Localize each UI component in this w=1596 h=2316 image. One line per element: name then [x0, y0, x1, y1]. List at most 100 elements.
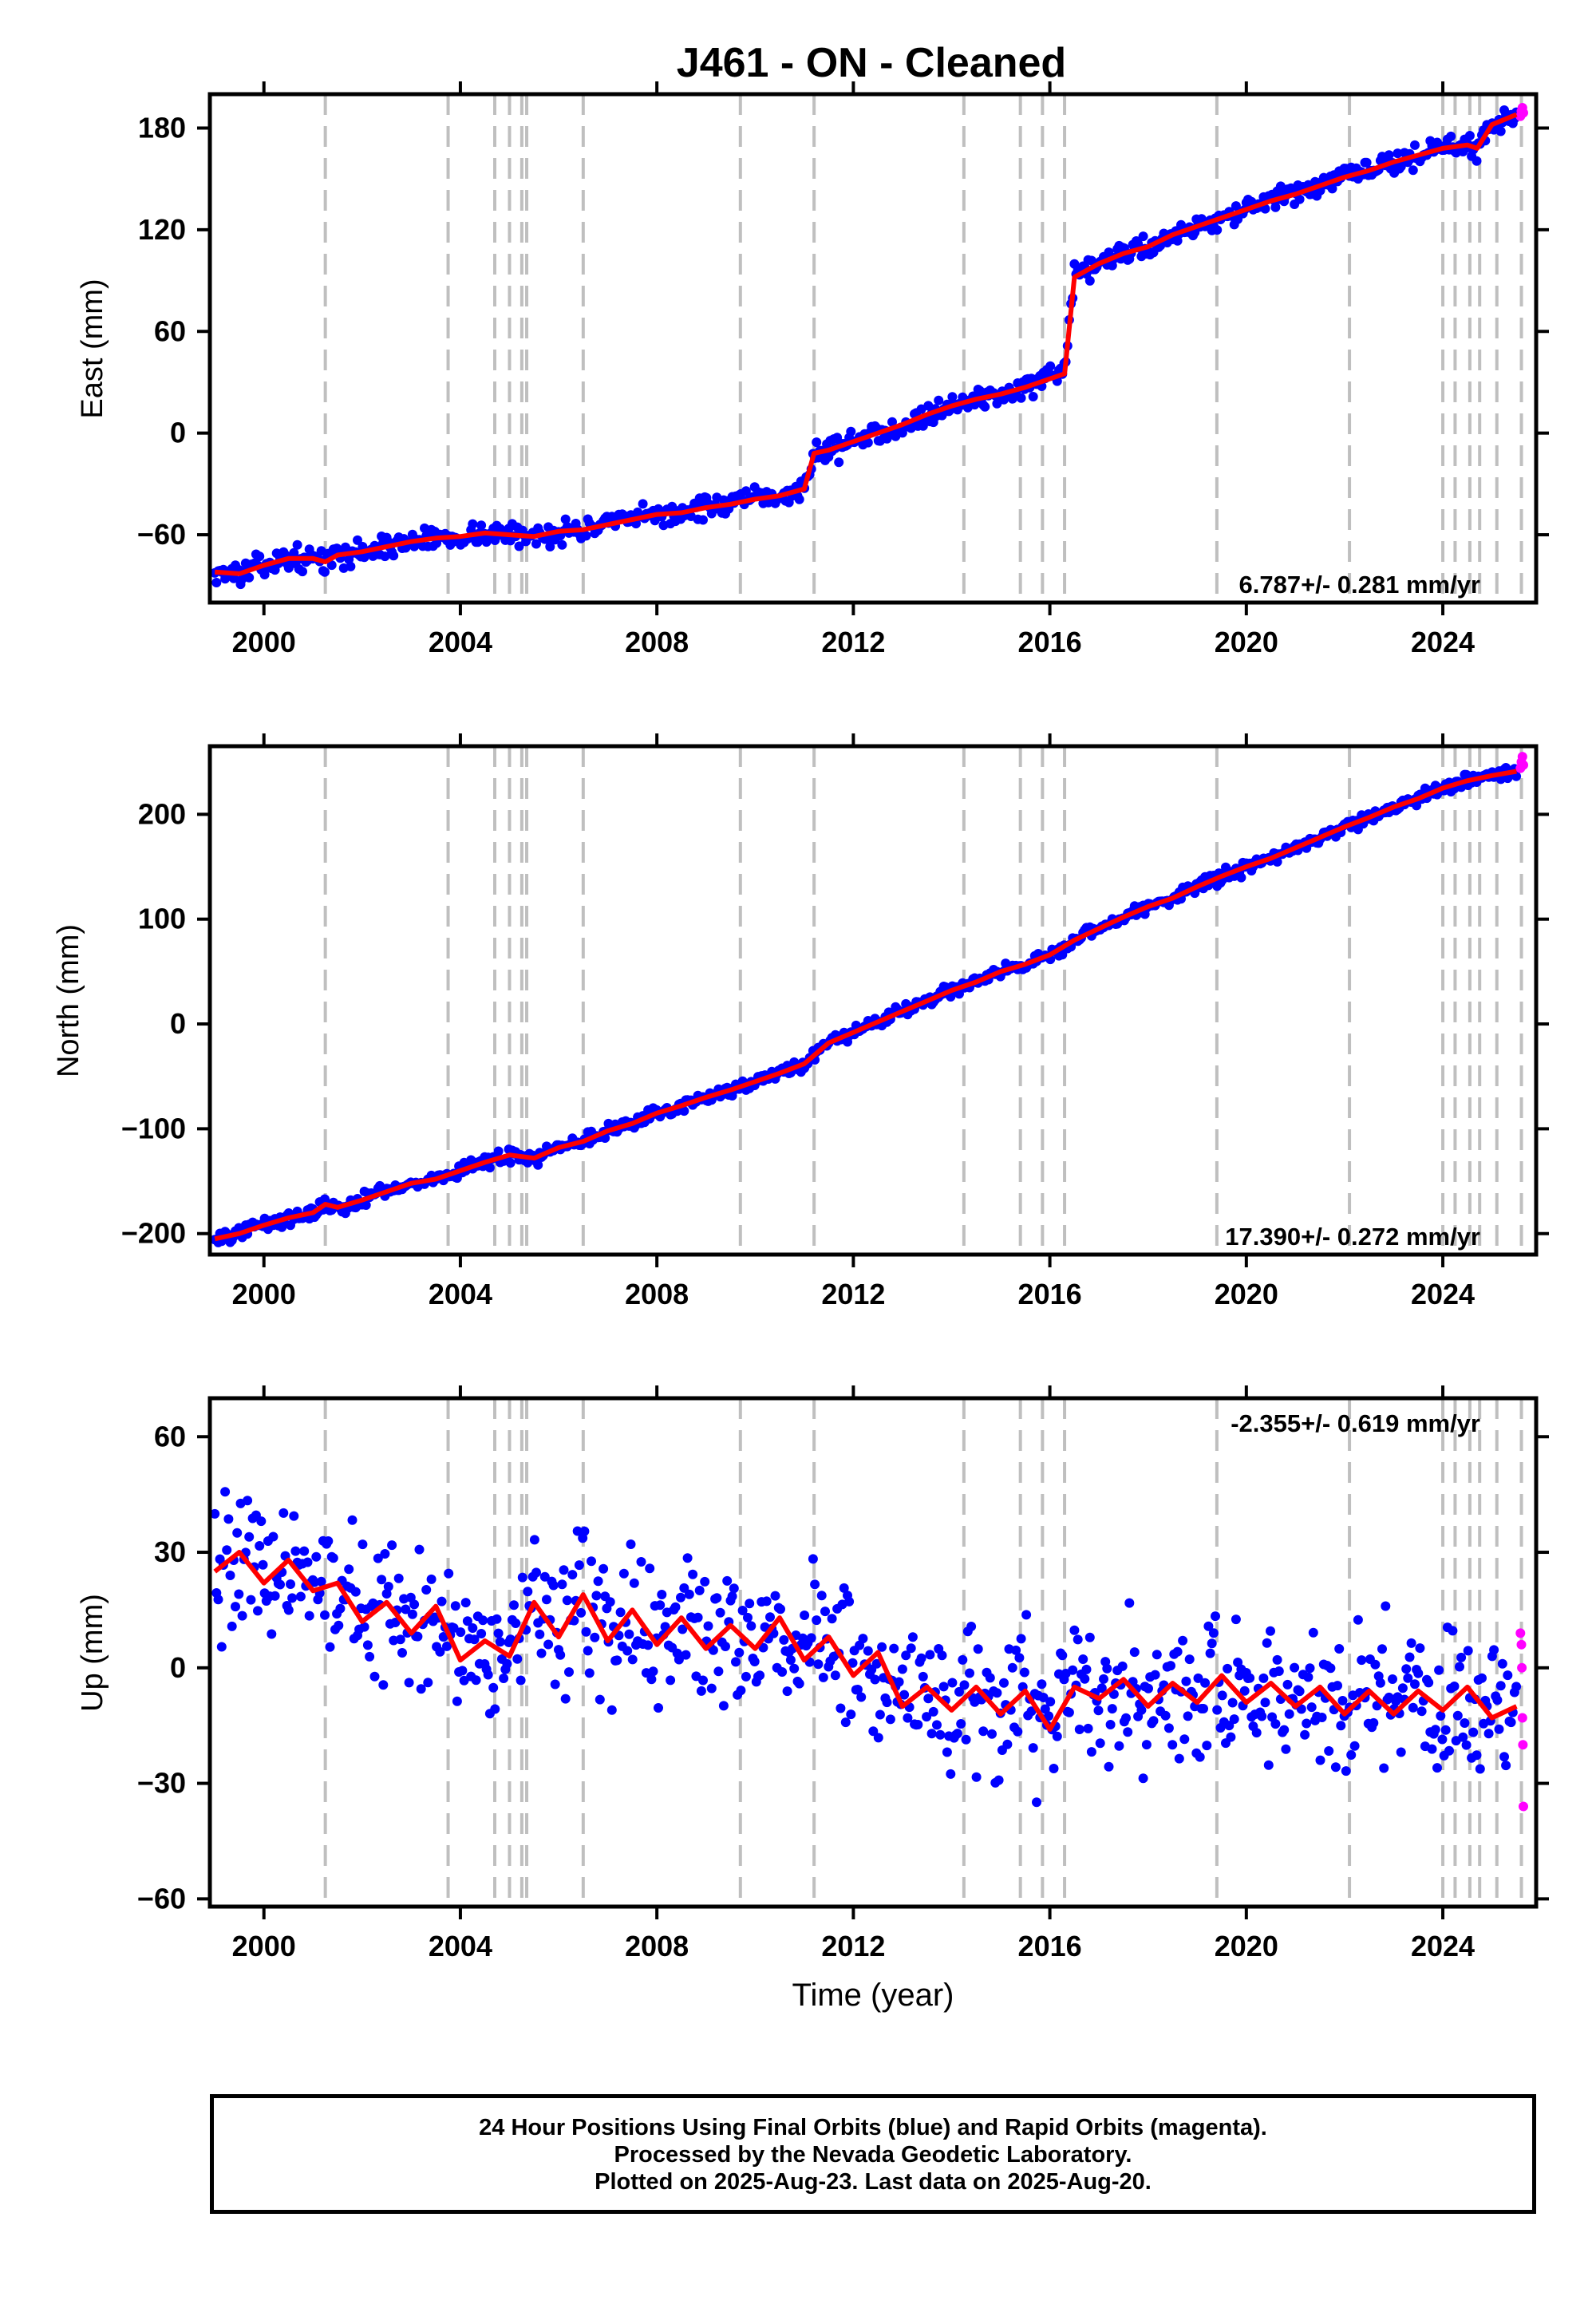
up-final-point	[244, 1531, 255, 1542]
up-final-point	[925, 1650, 935, 1660]
east-final-point	[698, 515, 708, 525]
up-final-point	[1333, 1681, 1342, 1691]
up-final-point	[1349, 1741, 1360, 1751]
up-final-point	[1179, 1734, 1190, 1745]
up-final-point	[1375, 1678, 1385, 1688]
up-final-point	[543, 1639, 554, 1650]
east-final-point	[863, 437, 873, 448]
north-rate-label: 17.390+/- 0.272 mm/yr	[1225, 1223, 1480, 1251]
up-final-point	[1057, 1650, 1068, 1661]
east-final-point	[1212, 225, 1223, 235]
east-final-point	[812, 437, 822, 448]
up-final-point	[1266, 1626, 1275, 1636]
up-final-point	[1044, 1711, 1054, 1721]
up-rapid-point	[1515, 1628, 1526, 1638]
up-final-point	[358, 1539, 368, 1550]
up-final-point	[1016, 1634, 1026, 1644]
up-final-point	[1107, 1704, 1117, 1714]
up-final-point	[495, 1637, 505, 1647]
up-final-point	[1184, 1654, 1195, 1665]
up-final-point	[1501, 1761, 1511, 1771]
up-final-point	[779, 1634, 789, 1645]
up-final-point	[227, 1621, 237, 1631]
up-final-point	[1117, 1661, 1128, 1671]
up-final-point	[1404, 1652, 1415, 1662]
up-final-point	[770, 1591, 780, 1601]
up-final-point	[567, 1570, 578, 1580]
up-final-point	[741, 1671, 751, 1682]
east-final-point	[1472, 156, 1482, 166]
up-final-point	[844, 1596, 855, 1607]
up-final-point	[761, 1596, 772, 1607]
up-ytick-label: −30	[137, 1767, 186, 1800]
up-final-point	[328, 1553, 338, 1563]
up-final-point	[684, 1589, 694, 1599]
east-final-point	[531, 539, 541, 549]
up-final-point	[882, 1697, 892, 1708]
east-final-point	[1028, 392, 1038, 401]
up-final-point	[529, 1535, 539, 1545]
up-final-point	[325, 1642, 335, 1652]
up-final-point	[1136, 1705, 1147, 1715]
up-final-point	[870, 1674, 880, 1685]
up-final-point	[782, 1686, 792, 1697]
east-final-point	[1408, 165, 1418, 176]
up-final-point	[1324, 1746, 1334, 1756]
east-xtick-label: 2016	[1018, 626, 1082, 658]
up-final-point	[1381, 1601, 1391, 1611]
up-final-point	[555, 1650, 566, 1660]
up-final-point	[493, 1628, 504, 1638]
north-xtick-label: 2008	[625, 1278, 689, 1310]
up-final-point	[923, 1694, 934, 1704]
up-final-point	[693, 1612, 703, 1622]
up-xtick-label: 2016	[1018, 1930, 1082, 1962]
up-final-point	[800, 1611, 810, 1620]
east-final-point	[468, 519, 478, 529]
up-final-point	[889, 1643, 899, 1654]
up-final-point	[645, 1563, 655, 1574]
up-final-point	[903, 1713, 913, 1723]
up-final-point	[216, 1642, 227, 1652]
east-final-point	[545, 542, 555, 551]
east-final-point	[283, 563, 294, 573]
up-final-point	[606, 1705, 617, 1715]
up-final-point	[423, 1678, 433, 1688]
up-final-point	[574, 1560, 584, 1571]
east-axis-label: East (mm)	[76, 279, 109, 418]
up-final-point	[863, 1646, 873, 1656]
up-final-point	[894, 1677, 904, 1687]
up-final-point	[1303, 1672, 1314, 1682]
footer-line-1: 24 Hour Positions Using Final Orbits (bl…	[479, 2115, 1267, 2140]
up-final-point	[1073, 1634, 1083, 1645]
up-final-point	[858, 1634, 868, 1644]
up-final-point	[1370, 1659, 1381, 1670]
east-final-point	[1270, 202, 1281, 212]
east-final-point	[1327, 184, 1337, 194]
up-rapid-point	[1518, 1740, 1528, 1750]
up-final-point	[1460, 1718, 1470, 1728]
up-final-point	[715, 1607, 725, 1618]
up-final-point	[877, 1642, 887, 1652]
up-final-point	[743, 1612, 753, 1622]
up-final-point	[1369, 1717, 1379, 1728]
up-final-point	[1078, 1654, 1088, 1664]
up-final-point	[789, 1663, 800, 1674]
up-final-point	[1290, 1662, 1300, 1673]
up-final-point	[1403, 1673, 1413, 1683]
up-final-point	[591, 1591, 602, 1601]
up-final-point	[1294, 1686, 1305, 1697]
up-final-point	[1284, 1709, 1294, 1719]
up-final-point	[700, 1576, 710, 1587]
up-final-point	[994, 1775, 1004, 1785]
up-final-point	[1260, 1697, 1270, 1708]
up-final-point	[590, 1632, 600, 1642]
up-final-point	[362, 1640, 373, 1650]
up-final-point	[587, 1556, 596, 1567]
up-final-point	[706, 1683, 717, 1694]
up-final-point	[978, 1726, 989, 1737]
up-final-point	[852, 1685, 863, 1694]
north-final-point	[361, 1200, 371, 1210]
up-final-point	[1302, 1718, 1312, 1729]
up-final-point	[1081, 1664, 1092, 1674]
up-final-point	[1444, 1745, 1454, 1756]
